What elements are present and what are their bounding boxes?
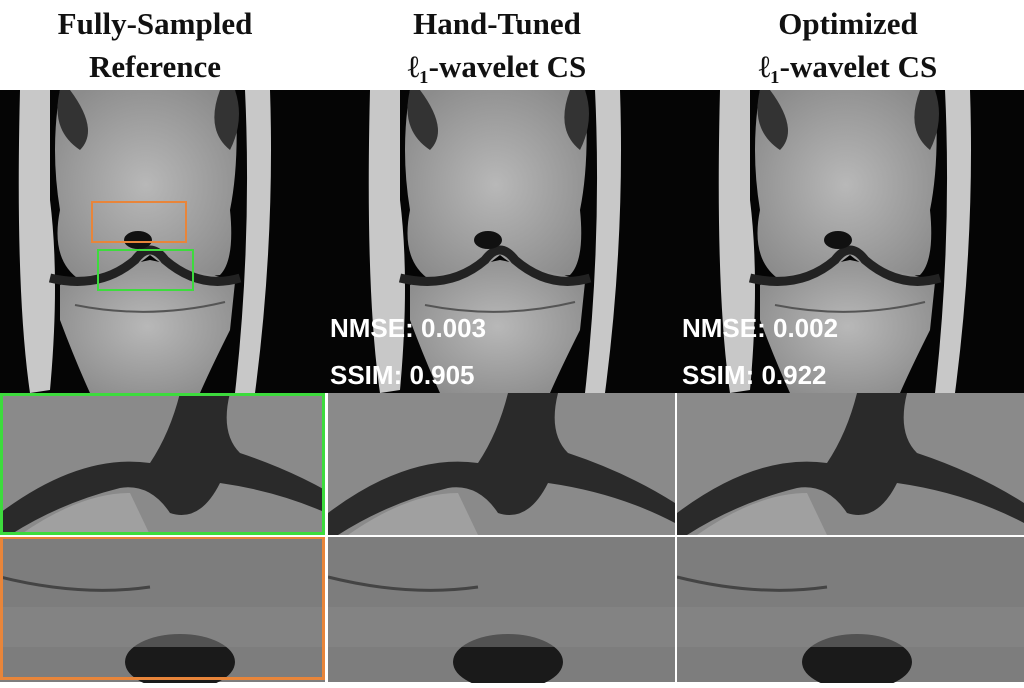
column-title: Optimized	[778, 6, 918, 41]
column-title: Reference	[89, 49, 221, 84]
orange-border	[0, 536, 325, 680]
zoom-orange	[326, 535, 677, 688]
zoom-orange	[0, 535, 349, 688]
metric: NMSE: 0.002	[682, 313, 838, 343]
zoom-green	[328, 393, 675, 535]
column-title: ℓ₁-wavelet CS	[408, 49, 586, 84]
green-border	[0, 393, 325, 535]
zoom-orange	[675, 535, 1024, 688]
optimized-column	[675, 90, 1024, 688]
orange-roi	[91, 201, 187, 243]
hand-tuned-image	[340, 90, 685, 393]
divider	[325, 393, 328, 683]
optimized-image	[690, 90, 1024, 393]
divider	[675, 393, 677, 683]
column-title: Fully-Sampled	[58, 6, 253, 41]
metric: SSIM: 0.905	[330, 360, 475, 390]
reference-column	[0, 90, 349, 688]
divider	[0, 535, 1024, 537]
zoom-green	[0, 393, 347, 535]
hand-tuned-column	[325, 90, 685, 688]
metric: SSIM: 0.922	[682, 360, 827, 390]
green-roi	[97, 249, 194, 291]
column-title: Hand-Tuned	[413, 6, 581, 41]
column-title: ℓ₁-wavelet CS	[759, 49, 937, 84]
metric: NMSE: 0.003	[330, 313, 486, 343]
zoom-green	[677, 393, 1024, 535]
